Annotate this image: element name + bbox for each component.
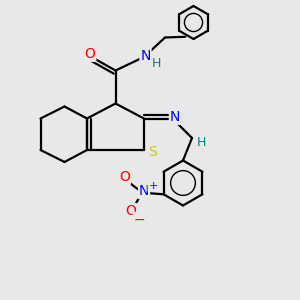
Text: S: S bbox=[148, 145, 157, 158]
Text: O: O bbox=[119, 170, 130, 184]
Text: O: O bbox=[85, 47, 95, 61]
Text: H: H bbox=[196, 136, 206, 149]
Text: +: + bbox=[148, 181, 158, 191]
Text: N: N bbox=[139, 184, 149, 198]
Text: −: − bbox=[134, 213, 145, 227]
Text: H: H bbox=[152, 56, 161, 70]
Text: O: O bbox=[125, 204, 136, 218]
Text: N: N bbox=[140, 49, 151, 62]
Text: N: N bbox=[170, 110, 180, 124]
